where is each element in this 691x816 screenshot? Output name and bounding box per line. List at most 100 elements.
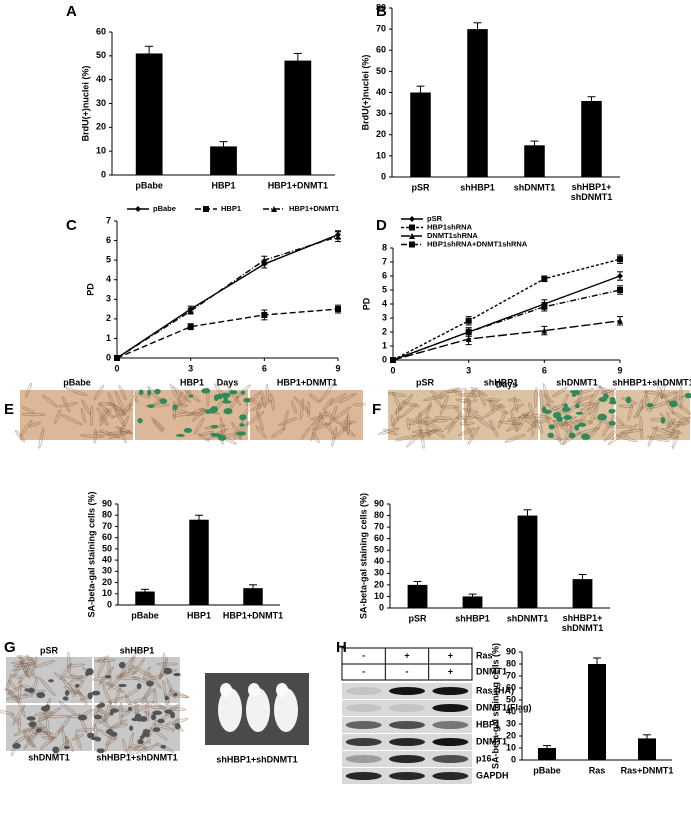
- stain: [575, 403, 580, 409]
- cell: [99, 429, 121, 439]
- cell: [107, 402, 123, 411]
- marker: [187, 323, 194, 330]
- panel-letter: B: [376, 3, 387, 20]
- cell: [128, 649, 138, 672]
- stain: [548, 424, 555, 430]
- blot-band: [345, 704, 382, 712]
- cell: [80, 407, 86, 423]
- y-tick-label: 60: [506, 682, 516, 692]
- x-tick-label: pBabe: [135, 180, 163, 190]
- cell: [41, 735, 57, 740]
- cell: [293, 396, 311, 414]
- cell: [309, 414, 330, 421]
- cell: [339, 424, 356, 437]
- cell: [607, 431, 626, 446]
- cell: [394, 399, 406, 415]
- band-label: DNMT1: [476, 736, 507, 746]
- cell: [98, 403, 115, 419]
- band-label: GAPDH: [476, 770, 509, 780]
- cell: [92, 700, 103, 717]
- cell: [57, 715, 72, 734]
- micrograph: [245, 382, 367, 447]
- cell: [455, 398, 474, 403]
- y-tick-label: 90: [506, 646, 516, 656]
- cell: [602, 416, 614, 437]
- stain: [40, 705, 50, 712]
- cell: [627, 403, 633, 422]
- cell: [607, 424, 632, 429]
- y-tick-label: 2: [106, 313, 111, 323]
- image-label: pBabe: [63, 377, 91, 387]
- cell: [164, 702, 181, 717]
- cell: [7, 688, 19, 703]
- cell: [105, 736, 118, 746]
- bar: [462, 596, 483, 608]
- cell: [53, 672, 66, 682]
- stain: [174, 723, 181, 730]
- y-tick-label: 0: [101, 169, 106, 179]
- x-tick-label: 0: [114, 363, 119, 373]
- stain: [93, 714, 103, 720]
- cell: [166, 678, 176, 699]
- cell: [507, 416, 522, 422]
- cell: [25, 382, 32, 398]
- cell: [311, 431, 320, 444]
- stain: [210, 424, 219, 429]
- line: [116, 308, 339, 359]
- stain: [152, 727, 161, 732]
- cell: [14, 429, 26, 443]
- mouse: [274, 688, 298, 732]
- x-tick-label: HBP1: [211, 180, 235, 190]
- cell: [81, 399, 92, 416]
- cell: [110, 719, 128, 729]
- y-tick-label: 80: [376, 2, 386, 12]
- stain: [243, 397, 252, 403]
- condition-sign: -: [406, 666, 409, 676]
- cell: [660, 382, 666, 399]
- stain: [573, 389, 581, 395]
- cell: [255, 396, 264, 414]
- cell: [64, 387, 88, 397]
- error-bar: [145, 45, 154, 61]
- stain: [150, 714, 157, 721]
- cell: [322, 397, 334, 412]
- cell: [113, 408, 132, 418]
- blot-band: [432, 687, 469, 695]
- stain: [170, 711, 176, 719]
- stain: [213, 394, 219, 402]
- error-bar: [593, 657, 601, 670]
- y-tick-label: 20: [376, 129, 386, 139]
- cell: [378, 427, 400, 435]
- stain: [204, 409, 212, 414]
- cell: [488, 399, 506, 409]
- image-label: shDNMT1: [556, 377, 598, 387]
- error-bar: [141, 588, 149, 594]
- line: [116, 234, 339, 359]
- y-tick-label: 0: [107, 599, 112, 609]
- cell: [96, 407, 109, 427]
- cell: [176, 391, 183, 407]
- stain: [48, 679, 54, 683]
- cell: [392, 391, 402, 411]
- cell: [552, 386, 568, 398]
- cell: [112, 403, 127, 417]
- stain: [669, 400, 678, 408]
- cell: [9, 674, 23, 679]
- cell: [636, 399, 643, 418]
- cell: [530, 413, 550, 419]
- y-tick-label: 60: [374, 533, 384, 543]
- x-tick-label: shDNMT1: [514, 182, 556, 192]
- blot-band: [389, 755, 425, 763]
- y-tick-label: 60: [376, 45, 386, 55]
- error-bar: [578, 573, 587, 584]
- stain: [577, 423, 587, 427]
- cell: [180, 389, 191, 407]
- panel-letter: H: [336, 639, 347, 656]
- cell: [439, 387, 461, 395]
- cell: [505, 422, 522, 432]
- stain: [95, 738, 101, 742]
- error-bar: [468, 593, 477, 599]
- cell: [168, 689, 189, 699]
- cell: [531, 416, 537, 437]
- cell: [542, 383, 550, 407]
